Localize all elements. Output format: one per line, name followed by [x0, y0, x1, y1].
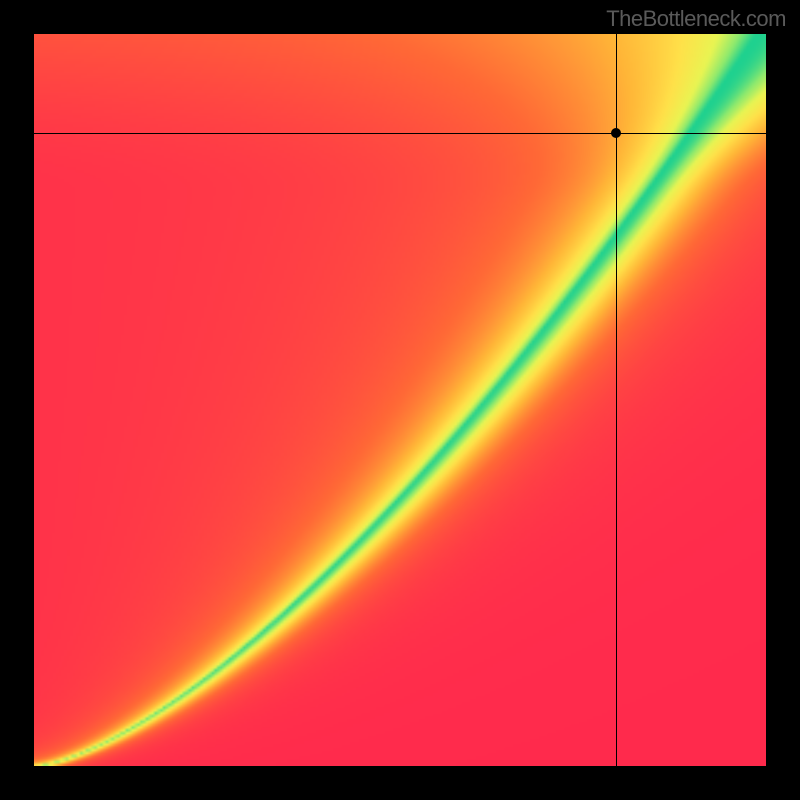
watermark-text: TheBottleneck.com — [606, 6, 786, 32]
crosshair-horizontal — [34, 133, 766, 134]
heatmap-canvas — [34, 34, 766, 766]
heatmap-plot — [34, 34, 766, 766]
selection-marker — [611, 128, 621, 138]
crosshair-vertical — [616, 34, 617, 766]
